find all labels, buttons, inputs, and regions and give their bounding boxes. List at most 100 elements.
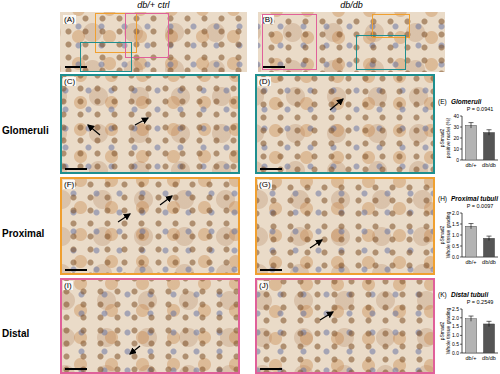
category-label: db/db xyxy=(482,355,496,361)
panel-label: (I) xyxy=(63,281,73,290)
panel-label: (H) xyxy=(438,195,447,203)
error-cap xyxy=(487,236,492,237)
error-bar xyxy=(469,316,474,321)
tick-label: 2.0 xyxy=(452,210,459,216)
tick-label: 10 xyxy=(453,146,459,152)
panel-label: (F) xyxy=(63,180,75,189)
bar xyxy=(483,133,494,161)
region-box xyxy=(80,42,132,72)
error-bar xyxy=(469,224,474,229)
tick-label: 0.0 xyxy=(452,254,459,260)
bar xyxy=(465,125,476,160)
tick-label: 0 xyxy=(456,157,459,163)
tick-label: 2.0 xyxy=(452,315,459,321)
bar xyxy=(483,324,494,353)
scale-bar xyxy=(65,66,87,68)
chart-title: Distal tubuli xyxy=(451,291,488,298)
axis-label: pSmad2Whole tissue grading xyxy=(439,211,451,258)
category-label: db/db xyxy=(482,259,496,265)
micrograph xyxy=(255,74,435,174)
row-label: Distal xyxy=(2,328,29,339)
error-cap xyxy=(487,321,492,322)
column-header: db/db xyxy=(258,0,445,11)
micrograph xyxy=(258,12,445,72)
bar-chart: (E) Glomeruli pSmad2positive nuclei (%) 0 10… xyxy=(438,98,498,168)
arrow xyxy=(135,118,148,125)
category-label: db/+ xyxy=(466,355,477,361)
panel-label: (G) xyxy=(258,180,272,189)
annotation: P = 0.0941 xyxy=(467,106,494,112)
y-axis xyxy=(462,116,463,160)
axis-label-line: positive nuclei (%) xyxy=(445,117,451,158)
error-cap xyxy=(469,122,474,123)
arrow xyxy=(130,346,140,354)
arrow xyxy=(310,240,322,248)
scale-bar xyxy=(65,168,87,170)
scale-bar xyxy=(260,269,282,271)
axis-label-line: Whole tissue grading xyxy=(445,211,451,258)
marks xyxy=(465,224,494,257)
category-label: db/+ xyxy=(466,259,477,265)
category-label: db/+ xyxy=(466,162,477,168)
tick-label: 1.0 xyxy=(452,232,459,238)
error-cap xyxy=(469,316,474,317)
bar xyxy=(483,238,494,257)
region-box xyxy=(356,35,406,70)
micrograph xyxy=(255,278,435,374)
error-line xyxy=(471,123,472,129)
y-axis xyxy=(462,213,463,257)
row-label: Proximal xyxy=(2,228,44,239)
scale-bar xyxy=(263,66,285,68)
chart-title: Glomeruli xyxy=(451,98,482,105)
arrow xyxy=(160,196,172,205)
micrograph xyxy=(255,177,435,275)
tick-label: 40 xyxy=(453,113,459,119)
error-line xyxy=(471,316,472,321)
error-cap xyxy=(469,223,474,224)
marks xyxy=(465,316,494,353)
error-line xyxy=(489,321,490,326)
scale-bar xyxy=(65,269,87,271)
axis-label: pSmad2positive nuclei (%) xyxy=(439,117,451,158)
panel-label: (C) xyxy=(63,77,76,86)
panel-label: (E) xyxy=(438,98,447,106)
tick-label: 20 xyxy=(453,135,459,141)
bar xyxy=(465,319,476,353)
panel-label: (D) xyxy=(258,77,271,86)
error-line xyxy=(489,130,490,136)
micrograph xyxy=(60,177,240,275)
region-box xyxy=(262,14,317,70)
arrow xyxy=(118,214,130,222)
overlay: (E) Glomeruli pSmad2positive nuclei (%) 0 10… xyxy=(0,0,500,374)
scale-bar xyxy=(65,368,87,370)
bar-chart: (K) Distal tubuli pSmad2Whole tissue gradi… xyxy=(438,291,498,361)
scale-bar xyxy=(260,368,282,370)
tick-label: 1.5 xyxy=(452,323,459,329)
panel-label: (A) xyxy=(63,15,76,24)
arrow xyxy=(88,125,100,135)
error-bar xyxy=(487,236,492,240)
tick-label: 0.5 xyxy=(452,341,459,347)
axis-label: pSmad2Whole tissue grading xyxy=(439,307,451,354)
error-bar xyxy=(469,123,474,129)
bar-chart: (H)Proximal tubulipSmad2Whole tissue gra… xyxy=(438,195,498,265)
micrograph xyxy=(60,74,240,174)
bar xyxy=(465,226,476,257)
category-label: db/db xyxy=(482,162,496,168)
scale-bar xyxy=(260,168,282,170)
error-bar xyxy=(487,321,492,326)
panel-label: (K) xyxy=(438,291,447,299)
annotation: P = 0.0097 xyxy=(467,203,494,209)
error-bar xyxy=(487,130,492,136)
tick-label: 1.0 xyxy=(452,332,459,338)
micrograph xyxy=(60,278,240,374)
y-axis xyxy=(462,309,463,353)
region-box xyxy=(95,13,137,53)
error-cap xyxy=(487,129,492,130)
tick-label: 1.5 xyxy=(452,221,459,227)
column-header: db/+ ctrl xyxy=(60,0,247,11)
axis-label-line: Whole tissue grading xyxy=(445,307,451,354)
marks xyxy=(465,123,494,160)
annotation: P = 0.2549 xyxy=(467,299,494,305)
tick-label: 30 xyxy=(453,124,459,130)
